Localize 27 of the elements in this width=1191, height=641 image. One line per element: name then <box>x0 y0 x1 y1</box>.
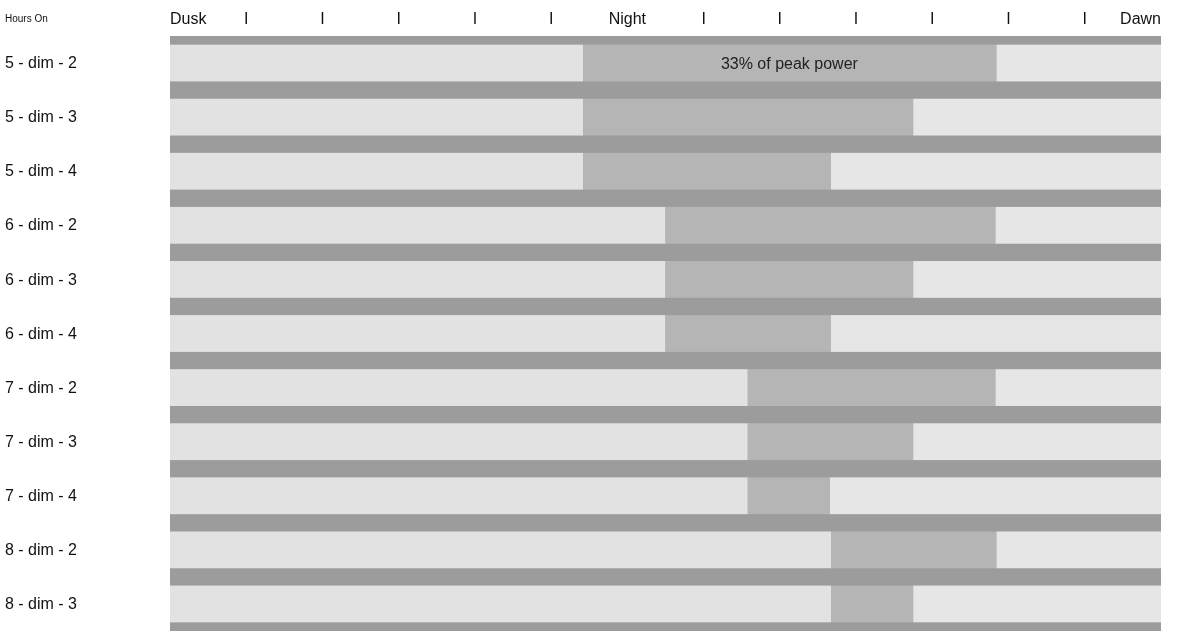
y-tick-label: 7 - dim - 3 <box>5 432 78 450</box>
y-tick-label: 5 - dim - 2 <box>5 54 78 72</box>
y-tick-label: 5 - dim - 4 <box>5 162 78 180</box>
text: I <box>472 10 478 27</box>
text: I <box>777 10 783 27</box>
y-tick-label: 6 - dim - 2 <box>5 216 78 234</box>
text: I <box>930 10 935 27</box>
text: I <box>701 10 706 27</box>
text: I <box>1006 10 1011 27</box>
text: I <box>548 10 554 27</box>
text: Dusk <box>170 10 208 27</box>
text: I <box>1082 10 1087 27</box>
text: I <box>320 10 325 27</box>
text: I <box>853 10 859 27</box>
text: Night <box>608 10 647 27</box>
text: I <box>244 10 249 27</box>
y-axis-title: Hours On <box>5 13 48 24</box>
y-tick-label: 8 - dim - 2 <box>5 540 78 558</box>
y-tick-label: 6 - dim - 4 <box>5 324 78 342</box>
y-tick-label: 8 - dim - 3 <box>5 595 78 613</box>
y-tick-label: 5 - dim - 3 <box>5 108 78 126</box>
y-tick-label: 7 - dim - 4 <box>5 486 78 504</box>
y-tick-label: 6 - dim - 3 <box>5 270 78 288</box>
text: Dawn <box>1120 10 1161 27</box>
annotation: 33% of peak power <box>720 54 859 72</box>
text: I <box>396 10 401 27</box>
y-tick-label: 7 - dim - 2 <box>5 378 78 396</box>
